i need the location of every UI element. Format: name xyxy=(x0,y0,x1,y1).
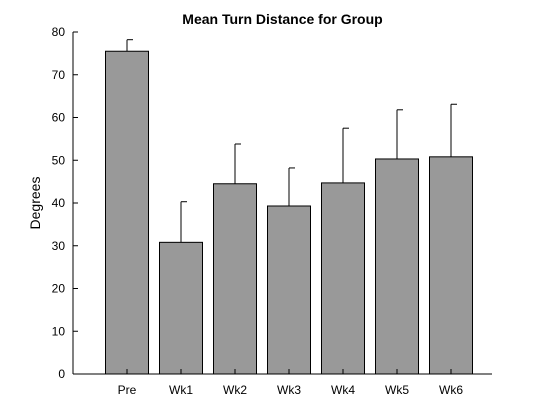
x-tick-label-pre: Pre xyxy=(118,383,137,397)
y-tick-label: 60 xyxy=(52,111,66,125)
bars xyxy=(105,50,473,375)
x-tick-label-wk2: Wk2 xyxy=(223,383,247,397)
y-tick-label: 20 xyxy=(52,282,66,296)
bar-wk6 xyxy=(429,156,473,375)
y-tick-label: 30 xyxy=(52,239,66,253)
error-bars xyxy=(126,39,457,243)
bar-wk3 xyxy=(267,205,311,375)
x-tick-label-wk3: Wk3 xyxy=(277,383,301,397)
y-tick-label: 70 xyxy=(52,68,66,82)
x-tick-label-wk5: Wk5 xyxy=(385,383,409,397)
bar-wk4 xyxy=(321,182,365,375)
ticks: 0 10 20 30 40 50 60 70 80 Pre Wk1 Wk2 Wk3 Wk4 Wk5 Wk6 xyxy=(52,25,464,397)
y-tick-label: 10 xyxy=(52,324,66,338)
bar-wk2 xyxy=(213,183,257,375)
y-tick-label: 50 xyxy=(52,153,66,167)
bar-wk5 xyxy=(375,158,419,375)
y-tick-label: 80 xyxy=(52,25,66,39)
bar-pre xyxy=(105,50,149,375)
x-tick-label-wk4: Wk4 xyxy=(331,383,355,397)
chart-title: Mean Turn Distance for Group xyxy=(182,11,382,27)
x-tick-label-wk6: Wk6 xyxy=(439,383,463,397)
y-axis-label: Degrees xyxy=(27,177,43,230)
x-tick-label-wk1: Wk1 xyxy=(169,383,193,397)
y-tick-label: 40 xyxy=(52,196,66,210)
bar-wk1 xyxy=(159,241,203,375)
y-tick-label: 0 xyxy=(58,367,65,381)
